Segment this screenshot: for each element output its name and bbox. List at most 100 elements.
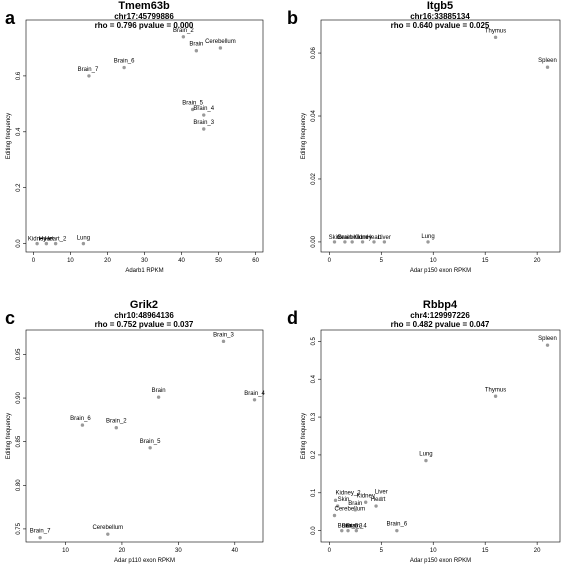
x-axis-label: Adar p110 exon RPKM <box>114 558 175 564</box>
data-point-label: Brain_7 <box>30 529 51 535</box>
panel-subtitle: chr10:48964136 <box>114 311 174 320</box>
data-point-label: Cerebellum <box>337 235 368 241</box>
y-tick-label: 0.2 <box>16 183 22 192</box>
x-tick-label: 0 <box>328 548 332 554</box>
data-point-cerebellum <box>332 513 337 518</box>
x-tick-label: 20 <box>534 258 541 264</box>
data-point-heart_2 <box>53 241 58 246</box>
x-tick-label: 5 <box>380 548 384 554</box>
data-point-brain_7 <box>87 74 91 78</box>
panel-title: Grik2 <box>130 299 158 311</box>
data-point-label: Brain_4 <box>346 524 367 530</box>
data-point-brain_6 <box>395 528 399 533</box>
x-tick-label: 30 <box>175 548 182 554</box>
data-point-kidney <box>35 241 39 246</box>
data-point-label: Kidney <box>353 235 371 241</box>
data-point-brain_5 <box>346 528 350 533</box>
plot-frame <box>320 329 561 543</box>
y-tick-label: 0.95 <box>16 348 22 360</box>
y-tick-label: 0.4 <box>311 374 317 383</box>
data-point-brain <box>156 395 161 399</box>
data-point-label: Brain_3 <box>342 524 363 530</box>
x-axis-label: Adar p150 exon RPKM <box>410 558 471 564</box>
data-point-brain_5 <box>148 446 152 450</box>
x-tick-label: 10 <box>62 548 69 554</box>
y-tick-label: 0.85 <box>16 435 22 447</box>
data-point-label: Skin <box>338 497 350 503</box>
y-tick-label: 0.80 <box>16 479 22 491</box>
data-point-label: Brain_5 <box>182 100 203 106</box>
data-point-thymus <box>493 394 498 398</box>
x-tick-label: 15 <box>482 548 489 554</box>
data-point-brain_6 <box>122 65 126 70</box>
data-point-kidney <box>363 500 368 504</box>
plot-frame <box>25 19 264 253</box>
panel-title: Rbbp4 <box>423 299 458 311</box>
y-tick-label: 0.90 <box>16 392 22 404</box>
data-point-label: Brain <box>152 388 166 394</box>
data-point-brain_4 <box>252 398 257 402</box>
data-point-label: Kidney <box>357 493 375 499</box>
x-tick-label: 0 <box>32 258 36 264</box>
x-tick-label: 40 <box>231 548 238 554</box>
data-point-liver <box>379 496 383 501</box>
data-point-label: Brain <box>338 235 352 241</box>
data-point-heart <box>44 241 49 246</box>
y-axis-label: Editing frequency <box>6 413 12 459</box>
data-point-label: Spleen <box>538 58 557 64</box>
data-point-brain <box>343 240 347 244</box>
panel-title: Itgb5 <box>427 0 453 12</box>
panel-letter-c: c <box>5 308 15 328</box>
data-point-label: Heart <box>371 497 386 503</box>
data-point-label: Brain_2 <box>106 419 127 425</box>
x-tick-label: 60 <box>252 258 259 264</box>
data-point-spleen <box>545 65 550 69</box>
data-point-brain_5 <box>190 107 195 112</box>
y-tick-label: 0.2 <box>311 450 317 459</box>
data-point-spleen <box>545 343 550 347</box>
data-point-brain_3 <box>221 339 226 344</box>
data-point-cerebellum <box>218 46 223 50</box>
data-point-label: Brain_5 <box>338 524 359 530</box>
data-point-label: Heart <box>39 237 54 243</box>
data-point-label: Kidney <box>28 237 46 243</box>
data-point-label: Brain_2 <box>173 28 194 34</box>
data-point-liver <box>382 240 387 244</box>
y-tick-label: 0.00 <box>311 235 317 247</box>
data-point-brain_2 <box>181 35 186 39</box>
x-tick-label: 40 <box>178 258 185 264</box>
data-point-cerebellum <box>350 240 354 244</box>
x-tick-label: 10 <box>67 258 74 264</box>
panel-subtitle: chr4:129997226 <box>410 311 470 320</box>
y-tick-label: 0.3 <box>311 412 317 421</box>
data-point-lung <box>424 458 428 463</box>
data-point-label: Brain_5 <box>140 439 161 445</box>
data-point-skin <box>335 504 340 508</box>
x-tick-label: 10 <box>430 548 437 554</box>
data-point-label: Thymus <box>485 28 506 34</box>
data-point-heart <box>374 504 378 508</box>
x-tick-label: 50 <box>215 258 222 264</box>
y-tick-label: 0.5 <box>311 337 317 346</box>
data-point-brain <box>353 508 357 512</box>
data-point-brain_4 <box>354 528 359 533</box>
data-point-lung <box>426 240 430 244</box>
data-point-label: Lung <box>421 234 434 240</box>
data-point-label: Heart_2 <box>45 237 67 243</box>
x-tick-label: 0 <box>328 258 332 264</box>
y-axis-label: Editing frequency <box>6 113 12 159</box>
data-point-label: Cerebellum <box>92 525 123 531</box>
panel-subtitle: chr17:45799886 <box>114 12 174 21</box>
x-tick-label: 30 <box>141 258 148 264</box>
y-tick-label: 0.0 <box>16 239 22 248</box>
data-point-label: Brain_6 <box>114 59 135 65</box>
panel-subtitle: chr16:33885134 <box>410 12 470 21</box>
data-point-label: Brain <box>348 501 362 507</box>
data-point-brain_6 <box>80 423 85 427</box>
panel-stats: rho = 0.796 pvalue = 0.000 <box>95 21 194 30</box>
y-tick-label: 0.0 <box>311 526 317 535</box>
data-point-label: Lung <box>419 452 432 458</box>
panel-title: Tmem63b <box>118 0 170 12</box>
data-point-label: Brain_3 <box>213 332 234 338</box>
